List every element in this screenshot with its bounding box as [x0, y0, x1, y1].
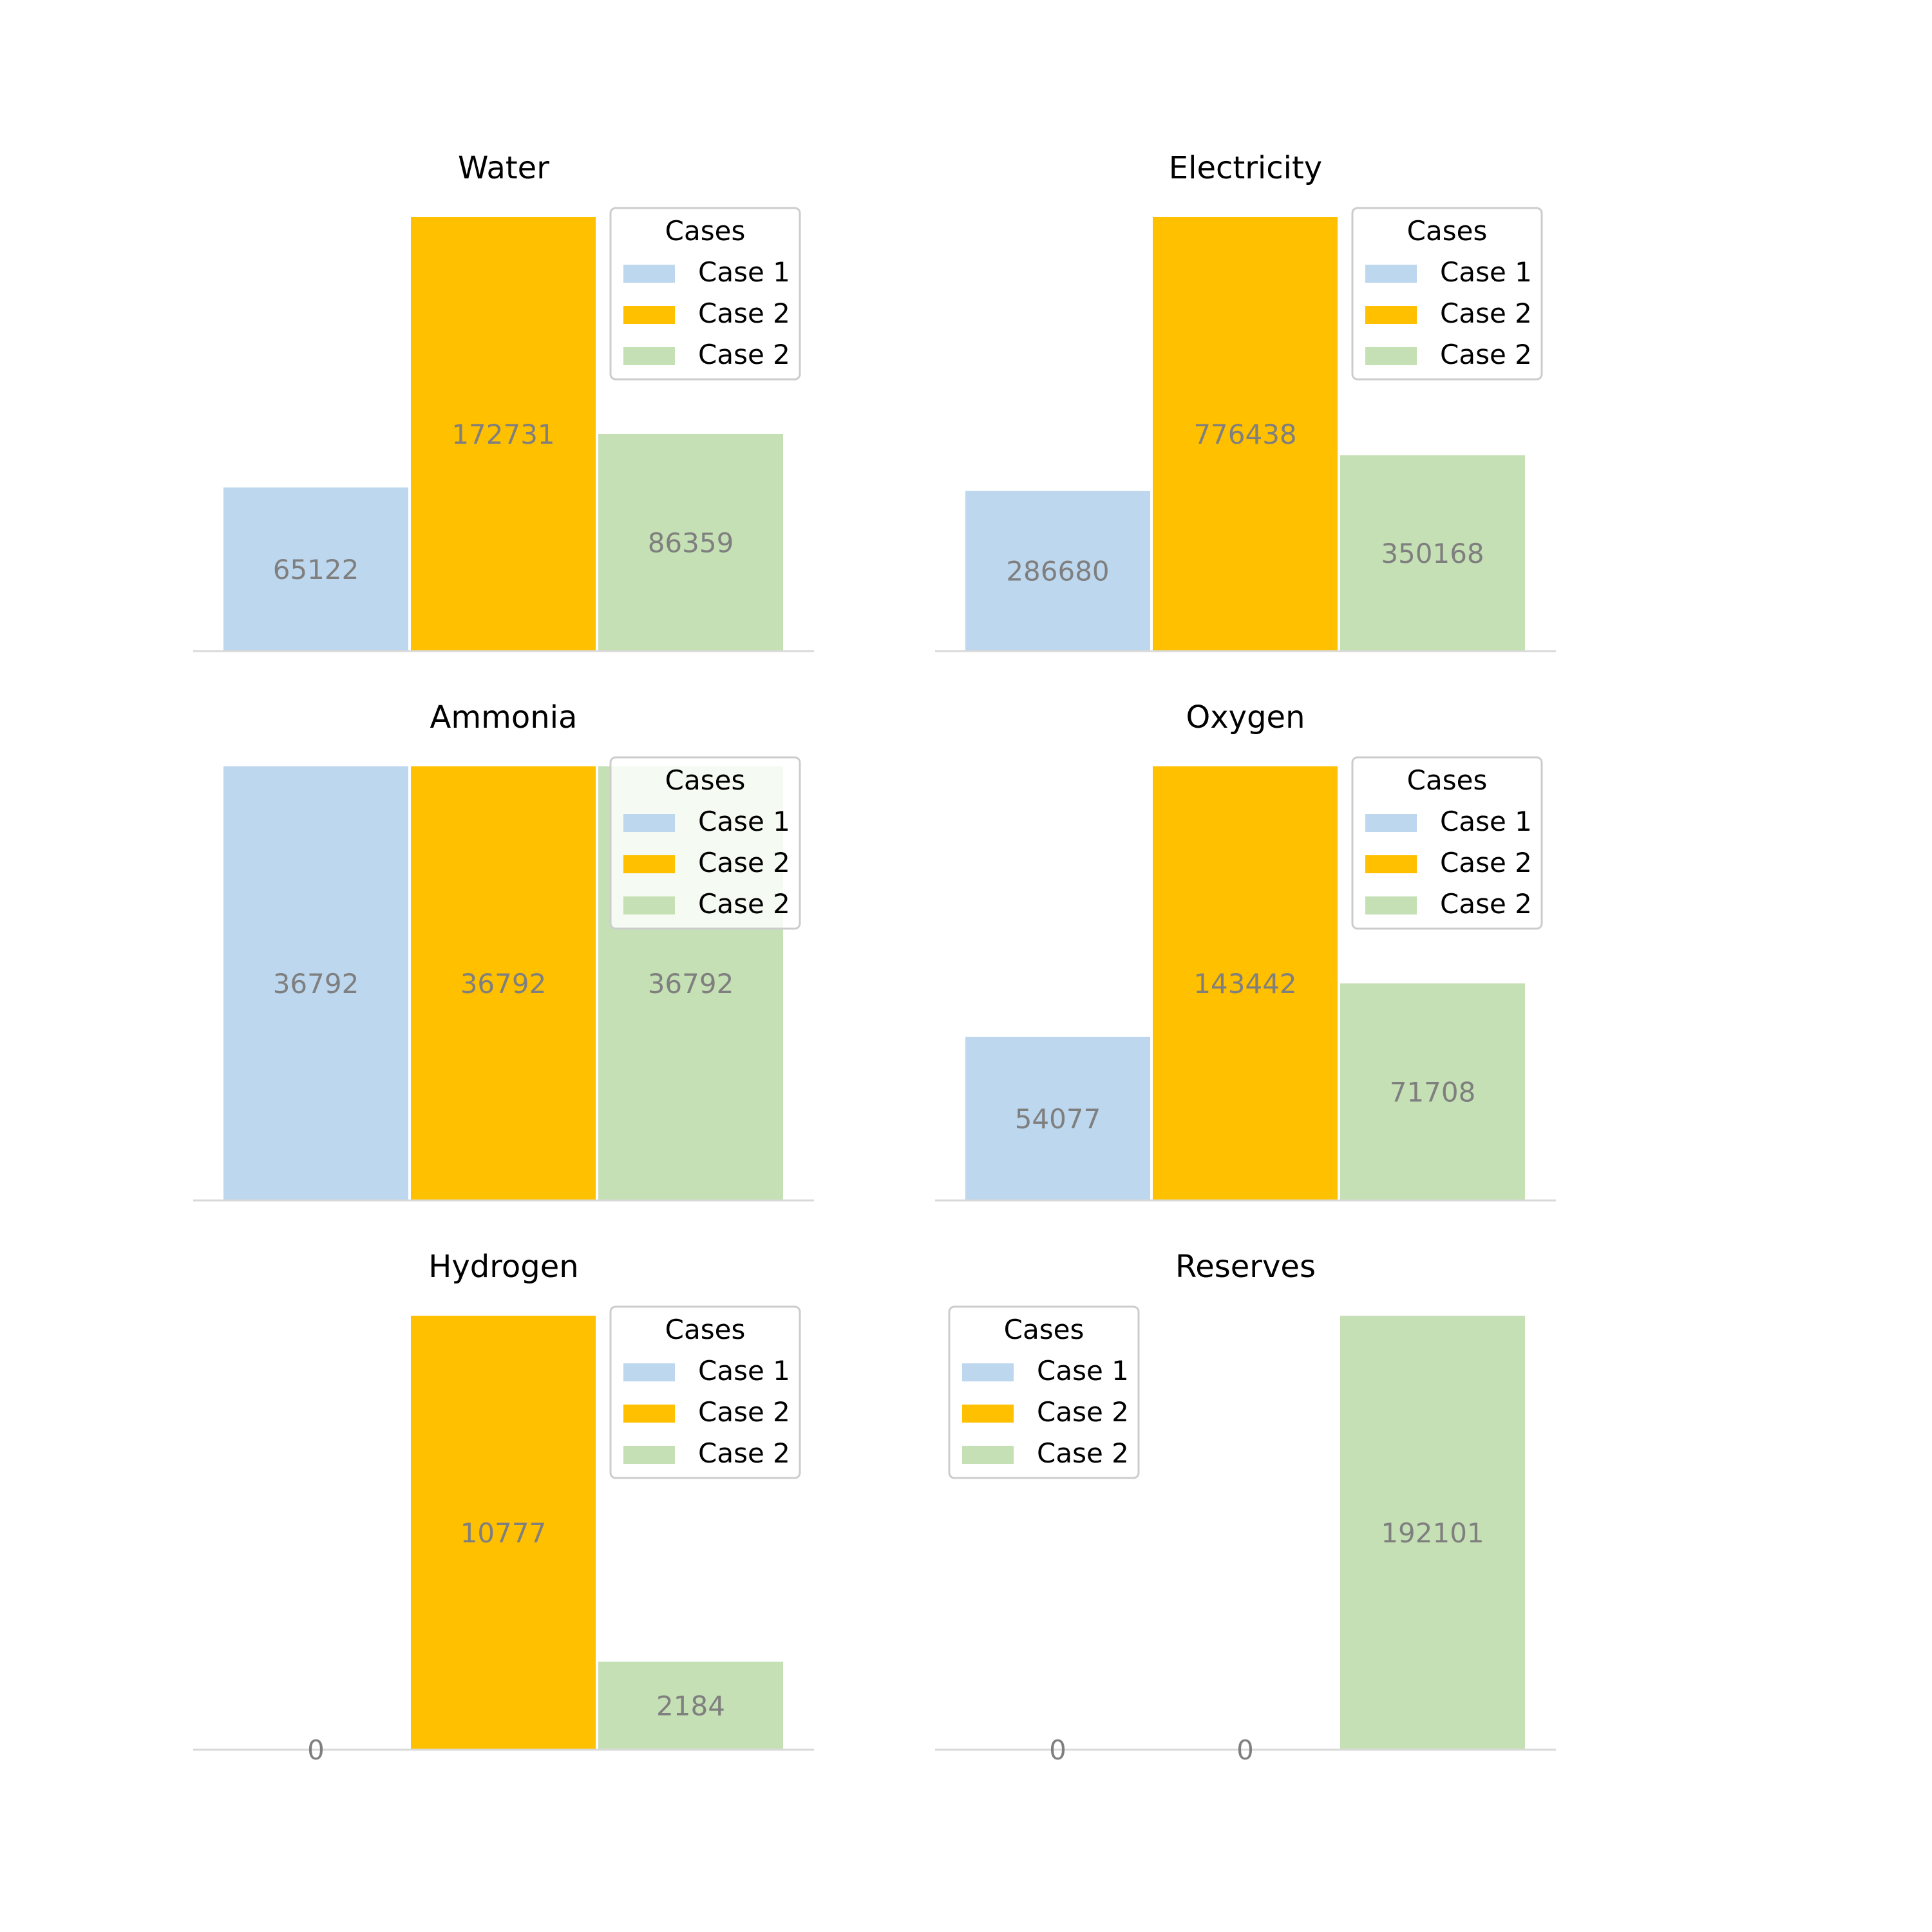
bar-value-label: 0	[1236, 1734, 1254, 1766]
legend-swatch	[623, 1363, 675, 1381]
panel-title: Electricity	[1169, 150, 1322, 186]
bar-value-label: 172731	[451, 419, 554, 450]
panel-hydrogen: Hydrogen Cases Case 1 Case 2 Case 2 0 10777 218…	[193, 1249, 814, 1766]
bar-value-label: 350168	[1381, 538, 1484, 569]
legend-swatch	[962, 1405, 1014, 1423]
legend-frame	[609, 1305, 801, 1479]
legend-swatch	[1365, 855, 1417, 873]
bar-value-label: 143442	[1193, 968, 1296, 999]
legend-swatch	[1365, 306, 1417, 324]
legend-label: Case 2	[698, 339, 790, 370]
legend-label: Case 2	[698, 1396, 790, 1428]
legend-swatch	[962, 1446, 1014, 1464]
legend: Cases Case 1 Case 2 Case 2	[1351, 756, 1543, 930]
bar-value-label: 0	[1049, 1734, 1066, 1766]
legend-label: Case 2	[698, 847, 790, 878]
legend-title: Cases	[1407, 764, 1488, 796]
legend-title: Cases	[665, 1314, 746, 1345]
legend-swatch	[1365, 896, 1417, 914]
legend-swatch	[623, 814, 675, 832]
legend-frame	[609, 756, 801, 930]
panel-electricity: Electricity Cases Case 1 Case 2 Case 2 286680…	[935, 150, 1556, 652]
bar	[411, 1316, 596, 1750]
legend-label: Case 2	[698, 888, 790, 920]
bar	[965, 491, 1150, 651]
legend-label: Case 2	[1440, 298, 1532, 329]
legend-label: Case 2	[1037, 1437, 1129, 1469]
bar-value-label: 71708	[1390, 1077, 1476, 1108]
legend-label: Case 2	[1440, 888, 1532, 920]
legend-swatch	[623, 306, 675, 324]
panel-title: Reserves	[1175, 1249, 1316, 1285]
bar	[223, 766, 408, 1200]
legend-title: Cases	[1004, 1314, 1084, 1345]
legend: Cases Case 1 Case 2 Case 2	[609, 207, 801, 381]
bar-value-label: 36792	[648, 968, 734, 999]
legend: Cases Case 1 Case 2 Case 2	[1351, 207, 1543, 381]
panel-water: Water Cases Case 1 Case 2 Case 2 65122 172731 8…	[193, 150, 814, 652]
legend-swatch	[623, 347, 675, 365]
bar-value-label: 286680	[1006, 556, 1109, 587]
panel-title: Water	[458, 150, 549, 186]
legend-label: Case 1	[1440, 256, 1532, 288]
legend: Cases Case 1 Case 2 Case 2	[609, 756, 801, 930]
bar	[1153, 766, 1338, 1200]
bar-value-label: 192101	[1381, 1517, 1484, 1549]
bar	[598, 434, 783, 651]
legend-frame	[609, 207, 801, 381]
bar-value-label: 10777	[460, 1517, 547, 1549]
bar	[1340, 1316, 1525, 1750]
legend-swatch	[1365, 347, 1417, 365]
legend: Cases Case 1 Case 2 Case 2	[609, 1305, 801, 1479]
panel-title: Hydrogen	[428, 1249, 578, 1285]
legend-swatch	[1365, 265, 1417, 283]
panel-reserves: Reserves Cases Case 1 Case 2 Case 2 0 0 192101	[935, 1249, 1556, 1766]
panel-title: Ammonia	[430, 699, 578, 735]
bar-value-label: 65122	[273, 554, 359, 585]
bar-value-label: 36792	[460, 968, 547, 999]
legend-title: Cases	[665, 215, 746, 247]
bar	[1340, 455, 1525, 651]
bar-value-label: 36792	[273, 968, 359, 999]
bar	[411, 766, 596, 1200]
bar	[1153, 217, 1338, 651]
legend-frame	[948, 1305, 1140, 1479]
legend-frame	[1351, 207, 1543, 381]
legend-label: Case 1	[698, 806, 790, 837]
bar	[1340, 983, 1525, 1200]
legend-title: Cases	[665, 764, 746, 796]
bar-value-label: 0	[307, 1734, 325, 1766]
legend-label: Case 2	[1037, 1396, 1129, 1428]
legend-label: Case 1	[1037, 1355, 1129, 1387]
legend-label: Case 1	[1440, 806, 1532, 837]
bar-value-label: 2184	[656, 1690, 725, 1722]
bar-value-label: 86359	[648, 527, 734, 559]
legend-label: Case 2	[698, 298, 790, 329]
legend-label: Case 1	[698, 256, 790, 288]
panel-ammonia: Ammonia Cases Case 1 Case 2 Case 2 36792 36792…	[193, 699, 814, 1202]
legend: Cases Case 1 Case 2 Case 2	[948, 1305, 1140, 1479]
legend-swatch	[1365, 814, 1417, 832]
legend-label: Case 2	[1440, 339, 1532, 370]
bar	[411, 217, 596, 651]
bar	[965, 1036, 1150, 1200]
legend-frame	[1351, 756, 1543, 930]
legend-label: Case 1	[698, 1355, 790, 1387]
panel-title: Oxygen	[1186, 699, 1305, 735]
legend-title: Cases	[1407, 215, 1488, 247]
bar-value-label: 776438	[1193, 419, 1296, 450]
panel-oxygen: Oxygen Cases Case 1 Case 2 Case 2 54077 143442…	[935, 699, 1556, 1202]
legend-swatch	[623, 855, 675, 873]
legend-swatch	[623, 265, 675, 283]
bar-value-label: 54077	[1015, 1103, 1101, 1135]
legend-swatch	[623, 1405, 675, 1423]
bar	[598, 1662, 783, 1750]
legend-swatch	[962, 1363, 1014, 1381]
bar	[223, 487, 408, 651]
legend-label: Case 2	[1440, 847, 1532, 878]
legend-swatch	[623, 896, 675, 914]
legend-swatch	[623, 1446, 675, 1464]
legend-label: Case 2	[698, 1437, 790, 1469]
